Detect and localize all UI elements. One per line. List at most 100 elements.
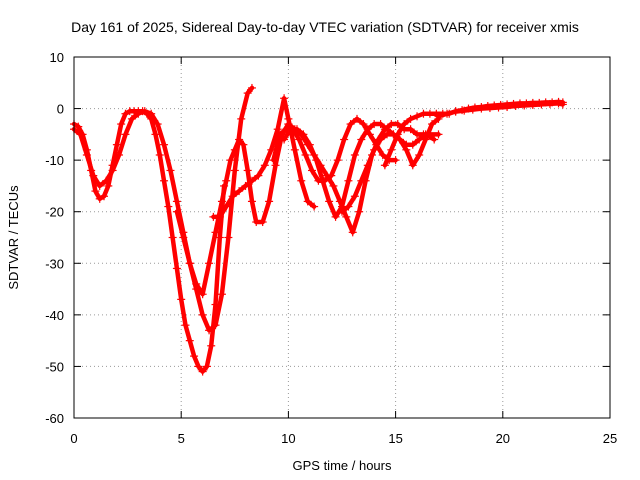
data-point xyxy=(247,176,256,185)
y-axis-label: SDTVAR / TECUs xyxy=(6,185,21,290)
y-tick-label: -40 xyxy=(45,308,64,323)
data-point xyxy=(155,150,164,159)
data-point xyxy=(172,197,181,206)
data-point xyxy=(322,171,331,180)
data-point xyxy=(363,125,372,134)
chart-title: Day 161 of 2025, Sidereal Day-to-day VTE… xyxy=(71,19,579,35)
data-point xyxy=(211,228,220,237)
data-point xyxy=(222,202,231,211)
data-point xyxy=(318,176,327,185)
data-point xyxy=(115,150,124,159)
data-point xyxy=(342,212,351,221)
data-point xyxy=(235,187,244,196)
data-point xyxy=(172,207,181,216)
data-point xyxy=(460,106,469,115)
data-point xyxy=(528,100,537,109)
data-point xyxy=(468,105,477,114)
data-point xyxy=(290,125,299,134)
data-point xyxy=(406,114,415,123)
y-tick-label: -60 xyxy=(45,411,64,426)
data-point xyxy=(413,112,422,121)
data-point xyxy=(205,326,214,335)
series-10 xyxy=(434,99,567,121)
data-point xyxy=(340,135,349,144)
y-tick-label: -50 xyxy=(45,359,64,374)
data-point xyxy=(537,100,546,109)
data-point xyxy=(100,192,109,201)
data-point xyxy=(284,120,293,129)
data-point xyxy=(247,197,256,206)
data-point xyxy=(172,264,181,273)
x-tick-label: 20 xyxy=(496,431,510,446)
series-2 xyxy=(70,83,256,335)
data-point xyxy=(217,197,226,206)
data-point xyxy=(333,156,342,165)
data-point xyxy=(434,130,443,139)
data-point xyxy=(348,228,357,237)
data-point xyxy=(258,218,267,227)
data-point xyxy=(477,104,486,113)
series-4 xyxy=(209,94,319,221)
data-point xyxy=(127,114,136,123)
data-point xyxy=(443,109,452,118)
data-point xyxy=(503,103,512,112)
data-point xyxy=(241,181,250,190)
series-line xyxy=(211,96,317,220)
x-tick-label: 10 xyxy=(281,431,295,446)
data-point xyxy=(554,99,563,108)
data-point xyxy=(297,176,306,185)
data-point xyxy=(494,103,503,112)
data-point xyxy=(235,135,244,144)
data-point xyxy=(301,150,310,159)
data-point xyxy=(357,176,366,185)
data-point xyxy=(239,140,248,149)
data-point xyxy=(380,161,389,170)
data-point xyxy=(391,156,400,165)
data-point xyxy=(280,94,289,103)
data-point xyxy=(190,352,199,361)
data-point xyxy=(164,202,173,211)
data-point xyxy=(181,321,190,330)
data-point xyxy=(228,192,237,201)
data-point xyxy=(344,176,353,185)
data-point xyxy=(198,367,207,376)
data-point xyxy=(108,166,117,175)
data-point xyxy=(237,114,246,123)
data-point xyxy=(215,212,224,221)
data-point xyxy=(91,187,100,196)
y-tick-label: -20 xyxy=(45,205,64,220)
data-point xyxy=(74,122,83,131)
data-point xyxy=(297,130,306,139)
data-point xyxy=(134,109,143,118)
data-point xyxy=(185,259,194,268)
data-point xyxy=(205,259,214,268)
data-point xyxy=(121,130,130,139)
data-point xyxy=(408,161,417,170)
y-tick-label: -30 xyxy=(45,256,64,271)
data-point xyxy=(192,279,201,288)
data-point xyxy=(370,145,379,154)
data-point xyxy=(280,135,289,144)
data-point xyxy=(275,130,284,139)
series-line xyxy=(71,108,227,374)
series-8 xyxy=(338,114,443,216)
data-point xyxy=(265,197,274,206)
data-point xyxy=(434,112,443,121)
data-point xyxy=(451,107,460,116)
data-point xyxy=(346,120,355,129)
data-point xyxy=(378,150,387,159)
data-point xyxy=(160,140,169,149)
x-tick-label: 5 xyxy=(178,431,185,446)
data-point xyxy=(211,321,220,330)
data-point xyxy=(335,197,344,206)
data-point xyxy=(520,101,529,110)
data-point xyxy=(558,100,567,109)
data-point xyxy=(95,194,104,203)
data-point xyxy=(545,99,554,108)
data-point xyxy=(329,181,338,190)
x-tick-label: 15 xyxy=(388,431,402,446)
data-point xyxy=(408,140,417,149)
data-point xyxy=(243,166,252,175)
data-point xyxy=(380,125,389,134)
series-7 xyxy=(284,120,443,237)
